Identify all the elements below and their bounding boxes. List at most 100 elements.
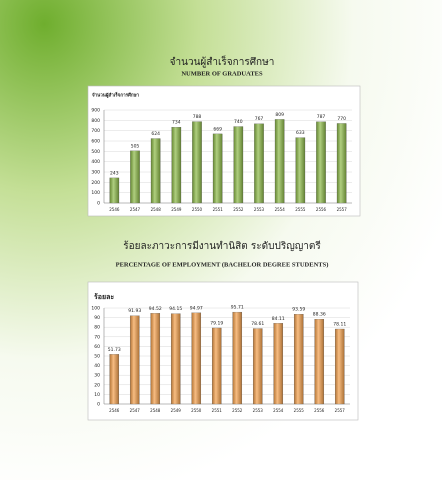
data-label: 788 [193,114,202,120]
x-tick-label: 2554 [275,207,286,212]
x-tick-label: 2556 [314,408,325,413]
data-label: 88.36 [313,312,326,318]
x-tick-label: 2556 [316,207,327,212]
y-tick-label: 800 [91,118,100,124]
data-label: 78.11 [333,322,346,328]
x-tick-label: 2548 [150,408,161,413]
y-tick-label: 600 [91,139,100,145]
data-label: 94.97 [190,305,203,311]
y-tick-label: 60 [94,344,100,350]
data-label: 79.19 [210,320,223,326]
y-tick-label: 500 [91,149,100,155]
bar-shade [314,319,324,404]
y-tick-label: 20 [94,382,100,388]
data-label: 91.93 [128,308,141,314]
y-tick-label: 90 [94,315,100,321]
x-tick-label: 2554 [273,408,284,413]
data-label: 740 [234,119,243,125]
bar-shade [254,123,264,203]
y-tick-label: 30 [94,373,100,379]
data-label: 624 [151,131,160,137]
bar-shade [295,137,305,203]
data-label: 669 [213,126,222,132]
x-tick-label: 2549 [171,408,182,413]
bar-shade [109,177,119,203]
data-label: 93.59 [292,307,305,313]
bar-shade [337,123,347,203]
y-tick-label: 200 [91,180,100,186]
data-label: 78.61 [251,321,264,327]
y-tick-label: 300 [91,170,100,176]
x-tick-label: 2551 [213,207,224,212]
y-tick-label: 100 [91,190,100,196]
x-tick-label: 2552 [233,207,244,212]
y-tick-label: 100 [91,306,100,312]
x-tick-label: 2555 [295,207,306,212]
x-tick-label: 2546 [109,408,120,413]
bar-shade [273,323,283,404]
bar-shade [191,312,201,404]
bar-shade [130,150,140,203]
y-tick-label: 0 [97,201,100,207]
x-tick-label: 2550 [191,408,202,413]
y-tick-label: 70 [94,334,100,340]
bar-shade [275,119,285,203]
x-tick-label: 2552 [232,408,243,413]
x-tick-label: 2547 [130,408,141,413]
data-label: 95.71 [231,305,244,311]
bar-shade [171,127,181,203]
x-tick-label: 2551 [212,408,223,413]
data-label: 787 [317,114,326,120]
x-tick-label: 2546 [109,207,120,212]
data-label: 734 [172,120,181,126]
bar-shade [171,313,181,404]
y-tick-label: 50 [94,354,100,360]
bar-shade [150,313,160,404]
x-tick-label: 2553 [253,408,264,413]
bar-shade [192,121,202,203]
y-label: ร้อยละ [94,292,114,301]
data-label: 767 [255,116,264,122]
chart-title: จำนวนผู้สำเร็จการศึกษา [170,54,275,68]
bar-shade [335,329,345,404]
bar-shade [316,121,326,203]
x-tick-label: 2557 [337,207,348,212]
data-label: 243 [110,170,119,176]
data-label: 94.15 [169,306,182,312]
chart-subtitle: NUMBER OF GRADUATES [181,70,263,77]
x-tick-label: 2548 [151,207,162,212]
data-label: 94.52 [149,306,162,312]
x-tick-label: 2557 [335,408,346,413]
bar-shade [253,328,263,404]
bar-shade [130,315,140,404]
x-tick-label: 2555 [294,408,305,413]
y-tick-label: 700 [91,128,100,134]
bar-shade [233,126,243,203]
data-label: 770 [337,116,346,122]
y-tick-label: 40 [94,363,100,369]
data-label: 505 [131,143,140,149]
chart-subtitle: PERCENTAGE OF EMPLOYMENT (BACHELOR DEGRE… [116,261,329,268]
bar-shade [232,312,242,404]
x-tick-label: 2549 [171,207,182,212]
y-tick-label: 10 [94,392,100,398]
x-tick-label: 2550 [192,207,203,212]
y-tick-label: 0 [97,402,100,408]
data-label: 809 [275,112,284,118]
chart-title: ร้อยละภาวะการมีงานทำนิสิต ระดับปริญญาตรี [123,240,321,252]
data-label: 51.73 [108,347,121,353]
bar-shade [294,314,304,404]
x-tick-label: 2553 [254,207,265,212]
y-label: จำนวนผู้สำเร็จการศึกษา [92,91,140,99]
bar-shade [151,138,161,203]
x-tick-label: 2547 [130,207,141,212]
bar-shade [212,327,222,404]
y-tick-label: 400 [91,159,100,165]
data-label: 633 [296,130,305,136]
bar-shade [213,133,223,203]
y-tick-label: 900 [91,108,100,114]
y-tick-label: 80 [94,325,100,331]
data-label: 84.11 [272,316,285,322]
bar-shade [109,354,119,404]
